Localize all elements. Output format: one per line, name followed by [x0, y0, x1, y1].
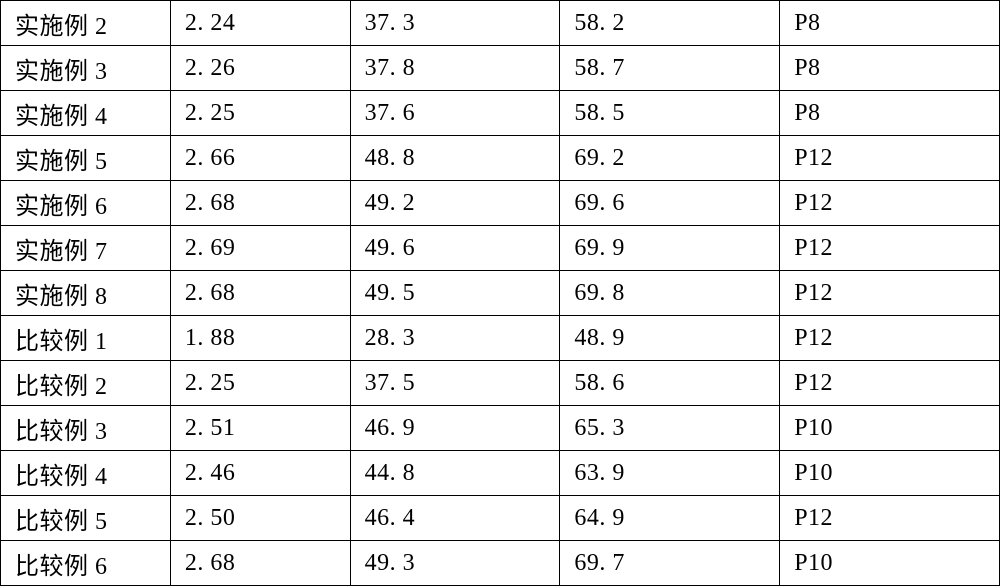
cell-value: 2. 68	[170, 271, 350, 316]
data-table: 实施例 2 2. 24 37. 3 58. 2 P8 实施例 3 2. 26 3…	[0, 0, 1000, 586]
cell-value: P12	[780, 181, 1000, 226]
cell-value: P12	[780, 136, 1000, 181]
cell-label: 实施例 4	[1, 91, 171, 136]
table-row: 实施例 8 2. 68 49. 5 69. 8 P12	[1, 271, 1000, 316]
cell-value: P10	[780, 406, 1000, 451]
cell-value: 2. 25	[170, 91, 350, 136]
cell-value: 44. 8	[350, 451, 560, 496]
cell-value: 37. 6	[350, 91, 560, 136]
cell-value: 58. 6	[560, 361, 780, 406]
cell-value: 2. 68	[170, 181, 350, 226]
table-row: 比较例 1 1. 88 28. 3 48. 9 P12	[1, 316, 1000, 361]
cell-value: 1. 88	[170, 316, 350, 361]
cell-value: 2. 26	[170, 46, 350, 91]
cell-value: 49. 6	[350, 226, 560, 271]
table-row: 比较例 4 2. 46 44. 8 63. 9 P10	[1, 451, 1000, 496]
cell-label: 实施例 3	[1, 46, 171, 91]
table-row: 实施例 5 2. 66 48. 8 69. 2 P12	[1, 136, 1000, 181]
cell-value: P8	[780, 1, 1000, 46]
cell-value: 28. 3	[350, 316, 560, 361]
cell-value: P12	[780, 226, 1000, 271]
cell-value: 65. 3	[560, 406, 780, 451]
table-row: 实施例 2 2. 24 37. 3 58. 2 P8	[1, 1, 1000, 46]
cell-value: 37. 3	[350, 1, 560, 46]
cell-label: 比较例 4	[1, 451, 171, 496]
cell-value: P8	[780, 46, 1000, 91]
data-table-container: 实施例 2 2. 24 37. 3 58. 2 P8 实施例 3 2. 26 3…	[0, 0, 1000, 579]
table-body: 实施例 2 2. 24 37. 3 58. 2 P8 实施例 3 2. 26 3…	[1, 1, 1000, 586]
table-row: 实施例 6 2. 68 49. 2 69. 6 P12	[1, 181, 1000, 226]
cell-value: 49. 5	[350, 271, 560, 316]
cell-label: 实施例 6	[1, 181, 171, 226]
cell-value: 69. 6	[560, 181, 780, 226]
cell-value: 69. 2	[560, 136, 780, 181]
cell-value: 48. 8	[350, 136, 560, 181]
table-row: 比较例 5 2. 50 46. 4 64. 9 P12	[1, 496, 1000, 541]
cell-value: P10	[780, 451, 1000, 496]
cell-label: 比较例 3	[1, 406, 171, 451]
cell-label: 实施例 7	[1, 226, 171, 271]
cell-label: 实施例 8	[1, 271, 171, 316]
table-row: 实施例 4 2. 25 37. 6 58. 5 P8	[1, 91, 1000, 136]
cell-value: 63. 9	[560, 451, 780, 496]
cell-value: 2. 24	[170, 1, 350, 46]
table-row: 实施例 7 2. 69 49. 6 69. 9 P12	[1, 226, 1000, 271]
cell-value: 48. 9	[560, 316, 780, 361]
cell-label: 比较例 1	[1, 316, 171, 361]
cell-value: 2. 51	[170, 406, 350, 451]
cell-value: P8	[780, 91, 1000, 136]
cell-value: 58. 5	[560, 91, 780, 136]
cell-value: P12	[780, 361, 1000, 406]
cell-value: 69. 9	[560, 226, 780, 271]
cell-value: 37. 8	[350, 46, 560, 91]
cell-value: 37. 5	[350, 361, 560, 406]
cell-value: 46. 4	[350, 496, 560, 541]
table-row: 比较例 2 2. 25 37. 5 58. 6 P12	[1, 361, 1000, 406]
table-row: 实施例 3 2. 26 37. 8 58. 7 P8	[1, 46, 1000, 91]
cell-label: 比较例 2	[1, 361, 171, 406]
cell-value: P12	[780, 496, 1000, 541]
cell-value: 58. 7	[560, 46, 780, 91]
cell-value: 2. 66	[170, 136, 350, 181]
cell-value: 2. 69	[170, 226, 350, 271]
cell-value: 58. 2	[560, 1, 780, 46]
cell-value: 2. 50	[170, 496, 350, 541]
cell-value: P12	[780, 316, 1000, 361]
cell-value: 64. 9	[560, 496, 780, 541]
cell-value: 49. 2	[350, 181, 560, 226]
cell-value: P12	[780, 271, 1000, 316]
table-row: 比较例 3 2. 51 46. 9 65. 3 P10	[1, 406, 1000, 451]
cell-value: 2. 46	[170, 451, 350, 496]
cell-value: 46. 9	[350, 406, 560, 451]
cell-label: 比较例 5	[1, 496, 171, 541]
cell-value: 2. 25	[170, 361, 350, 406]
cell-label: 实施例 5	[1, 136, 171, 181]
cell-label: 实施例 2	[1, 1, 171, 46]
cell-value: 69. 8	[560, 271, 780, 316]
